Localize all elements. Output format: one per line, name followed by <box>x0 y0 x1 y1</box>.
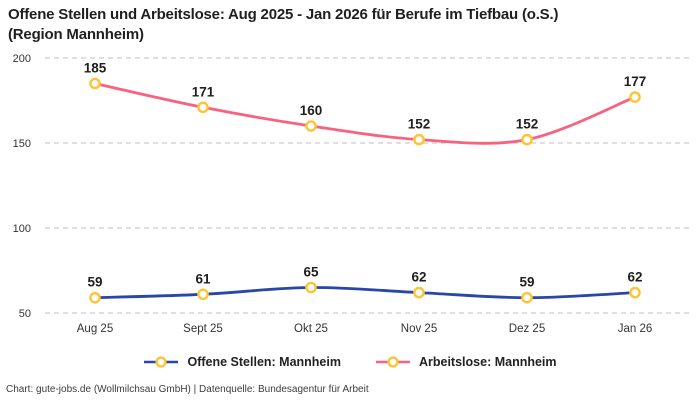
x-axis-tick-label: Nov 25 <box>401 323 437 335</box>
legend-label-arbeitslose: Arbeitslose: Mannheim <box>418 355 557 369</box>
x-axis-tick-label: Sept 25 <box>183 323 223 335</box>
chart-legend: Offene Stellen: Mannheim Arbeitslose: Ma… <box>0 355 700 369</box>
y-axis-tick-label: 50 <box>19 308 31 320</box>
data-point-label: 65 <box>303 264 319 279</box>
legend-line-marker-icon <box>144 356 179 368</box>
data-point-marker <box>305 119 317 132</box>
x-axis-tick-label: Okt 25 <box>294 323 328 335</box>
data-point-marker <box>197 288 209 300</box>
x-axis-tick-label: Jan 26 <box>618 323 653 335</box>
line-chart-canvas: 50 100 150 200 59 61 65 62 59 62 185 171 160 152 152 17… <box>13 53 690 335</box>
data-point-label: 152 <box>408 116 431 131</box>
chart-title-line2: (Region Mannheim) <box>8 25 144 43</box>
data-point-label: 152 <box>516 116 539 131</box>
y-axis-tick-label: 150 <box>13 138 31 150</box>
data-point-marker <box>197 101 209 113</box>
data-point-label: 61 <box>195 271 211 286</box>
data-point-label: 171 <box>192 84 215 99</box>
series-line <box>93 81 637 145</box>
x-axis-tick-label: Aug 25 <box>77 323 113 335</box>
legend-label-offene-stellen: Offene Stellen: Mannheim <box>187 355 341 369</box>
data-point-marker <box>89 291 101 304</box>
chart-title-line1: Offene Stellen und Arbeitslose: Aug 2025… <box>8 6 559 23</box>
data-point-label: 62 <box>627 269 642 284</box>
data-point-label: 177 <box>624 74 647 89</box>
data-point-marker <box>413 286 425 298</box>
legend-line-marker-icon <box>375 356 410 368</box>
series-line <box>93 285 637 299</box>
data-point-marker <box>521 291 533 304</box>
y-axis-tick-label: 200 <box>13 53 31 65</box>
attribution-text: Chart: gute-jobs.de (Wollmilchsau GmbH) … <box>6 384 369 395</box>
data-point-marker <box>629 90 641 103</box>
chart-title: Offene Stellen und Arbeitslose: Aug 2025… <box>0 0 700 45</box>
data-point-marker <box>89 77 101 89</box>
x-axis-tick-label: Dez 25 <box>509 323 545 335</box>
data-point-label: 160 <box>300 103 323 118</box>
data-point-label: 59 <box>87 274 102 289</box>
data-point-label: 62 <box>411 269 426 284</box>
data-point-marker <box>413 133 425 145</box>
y-axis-tick-label: 100 <box>13 223 31 235</box>
data-point-marker <box>305 281 317 293</box>
data-point-marker <box>521 133 533 145</box>
data-point-label: 59 <box>519 274 534 289</box>
data-point-label: 185 <box>84 60 107 75</box>
legend-item-arbeitslose[interactable]: Arbeitslose: Mannheim <box>375 355 557 369</box>
legend-item-offene-stellen[interactable]: Offene Stellen: Mannheim <box>143 355 341 369</box>
data-point-marker <box>629 286 641 298</box>
